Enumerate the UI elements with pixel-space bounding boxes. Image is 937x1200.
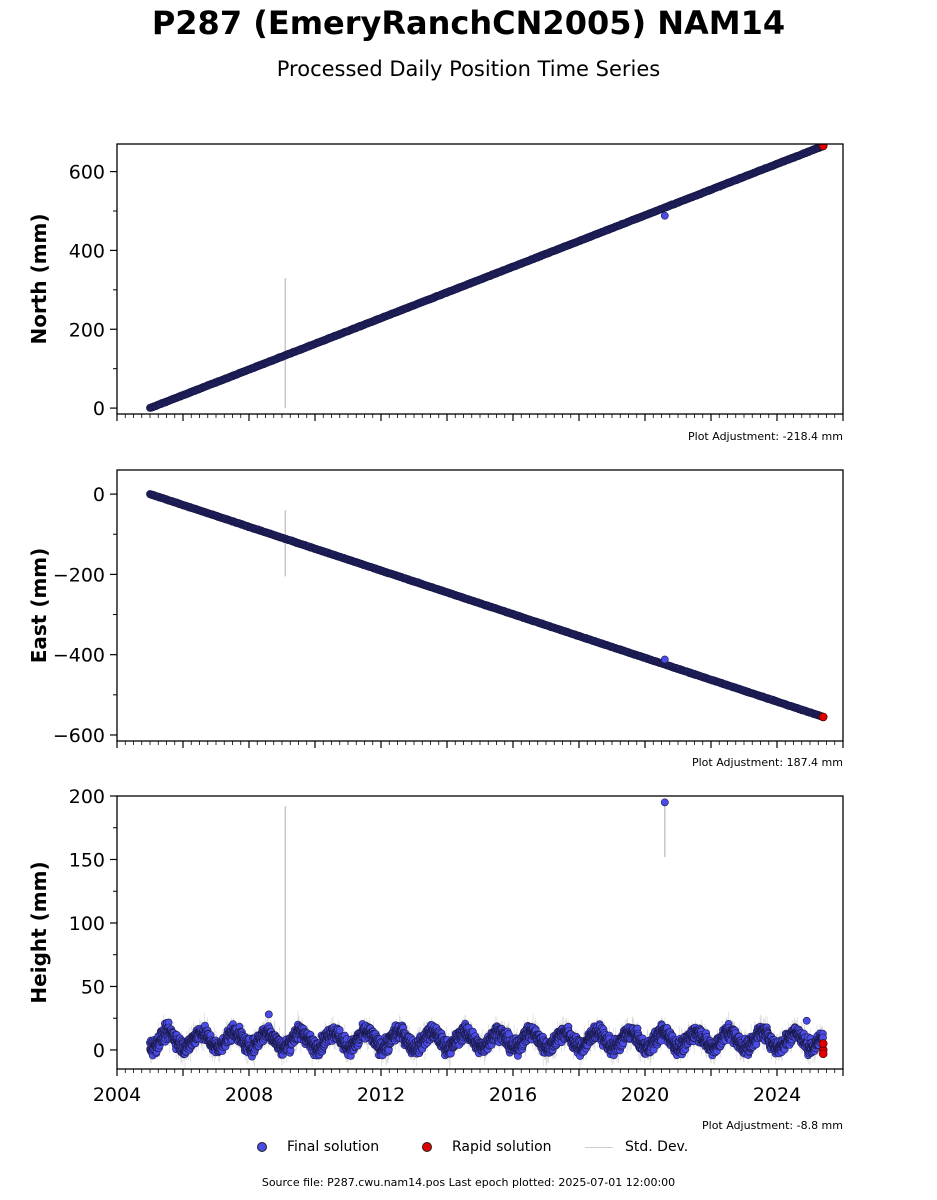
rapid-point <box>818 712 828 722</box>
plot-adjustment-label: Plot Adjustment: 187.4 mm <box>692 756 843 769</box>
y-tick-label: 400 <box>69 240 105 262</box>
rapid-point <box>818 144 828 151</box>
chart-title: P287 (EmeryRanchCN2005) NAM14 <box>151 4 786 42</box>
final-solution-points <box>146 144 828 412</box>
chart-subtitle: Processed Daily Position Time Series <box>276 57 661 81</box>
y-tick-label: −200 <box>53 564 105 586</box>
y-tick-label: −600 <box>53 725 105 747</box>
y-axis-label: East (mm) <box>27 548 51 664</box>
outlier-point <box>660 655 669 664</box>
panel-1: 0 200 400 600 North (mm) Plot Adjustment: -21… <box>27 143 844 443</box>
y-axis-label: North (mm) <box>27 213 51 344</box>
final-solution-points <box>146 490 828 721</box>
outlier-point <box>660 211 669 220</box>
y-tick-label: 0 <box>93 398 105 420</box>
plot-area <box>146 798 828 1069</box>
y-tick-label: 200 <box>69 319 105 341</box>
y-tick-label: −400 <box>53 645 105 667</box>
plot-area <box>146 490 828 722</box>
panel-2: 0 −200 −400 −600 East (mm) Plot Adjustment: 1… <box>27 469 844 769</box>
plot-adjustment-label: Plot Adjustment: -218.4 mm <box>688 430 843 443</box>
final-solution-points <box>146 1018 827 1061</box>
plot-area <box>146 144 828 412</box>
y-tick-label: 0 <box>93 484 105 506</box>
y-tick-label: 600 <box>69 162 105 184</box>
